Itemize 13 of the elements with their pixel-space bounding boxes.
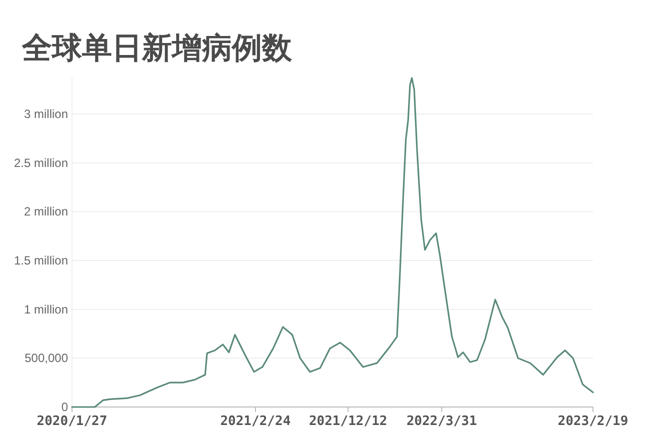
y-tick-label: 1.5 million: [14, 254, 68, 268]
x-tick-label: 2021/2/24: [220, 414, 291, 429]
y-tick-label: 0: [61, 400, 68, 414]
y-tick-label: 2.5 million: [14, 156, 68, 170]
x-tick-label: 2023/2/19: [558, 414, 628, 429]
x-tick-label: 2022/3/31: [406, 414, 478, 429]
y-tick-label: 500,000: [24, 351, 68, 366]
y-tick-label: 2 million: [24, 204, 68, 219]
chart-title: 全球单日新增病例数: [21, 31, 293, 65]
y-tick-label: 1 million: [24, 302, 68, 316]
x-tick-label: 2021/12/12: [308, 414, 388, 429]
y-tick-label: 3 million: [24, 107, 68, 122]
x-tick-label: 2020/1/27: [36, 414, 108, 429]
